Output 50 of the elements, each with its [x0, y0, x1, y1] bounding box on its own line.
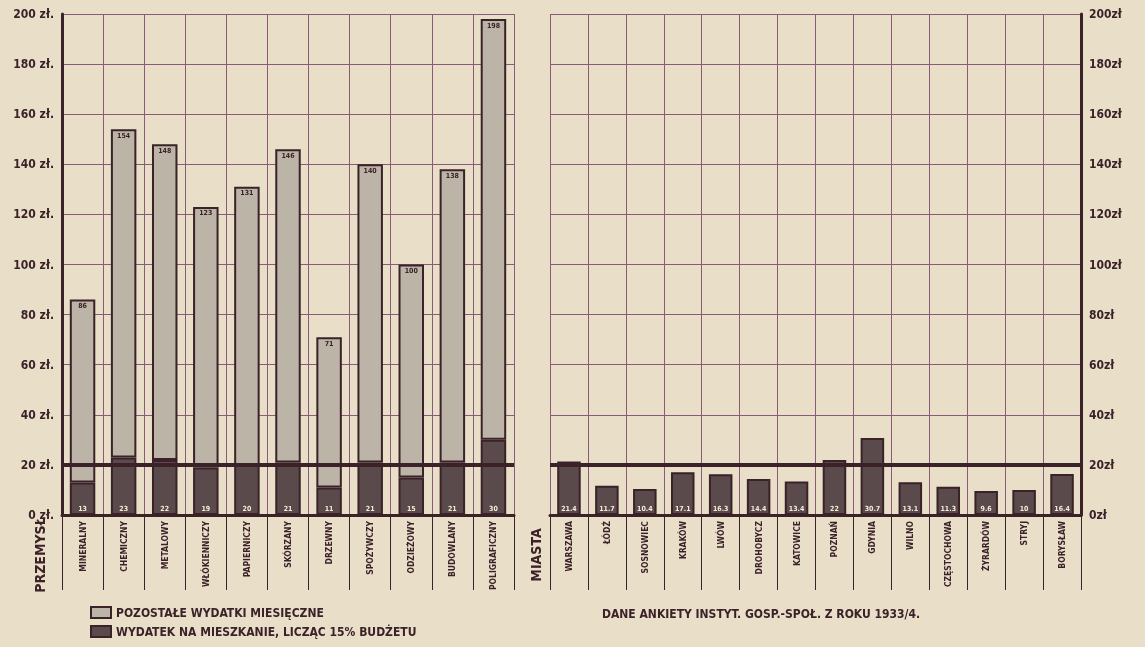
x-tick-label: LWÓW: [714, 520, 726, 549]
y2-tick-label: 20zł: [1089, 457, 1116, 472]
y2-tick-label: 100zł: [1089, 257, 1123, 272]
y-tick-label: 40 zł.: [20, 407, 54, 422]
x-tick-label: CHEMICZNY: [118, 520, 129, 572]
y2-tick-label: 40zł: [1089, 407, 1116, 422]
x-tick-label: SOSNOWIEC: [639, 520, 650, 574]
y2-tick-label: 160zł: [1089, 107, 1123, 122]
y-tick-label: 160 zł.: [13, 107, 54, 122]
x-tick-label: DRZEWNY: [324, 520, 335, 565]
y2-tick-label: 180zł: [1089, 57, 1123, 72]
x-tick-label: BORYSŁAW: [1057, 520, 1068, 569]
y2-tick-label: 0zł: [1089, 508, 1108, 522]
y2-tick-label: 140zł: [1089, 157, 1123, 172]
y2-tick-label: 200zł: [1089, 7, 1123, 21]
x-tick-label: ODZIEŻOWY: [406, 520, 417, 574]
x-tick-label: KATOWICE: [791, 521, 802, 567]
y-tick-label: 200 zł.: [13, 7, 54, 21]
x-tick-label: MINERALNY: [77, 520, 88, 572]
text: DANE ANKIETY INSTYT. GOSP.-SPOŁ. Z ROKU 1933/4.: [602, 607, 921, 621]
x-tick-label: WILNO: [905, 520, 916, 551]
x-tick-label: KRAKÓW: [676, 520, 688, 560]
y-tick-label: 140 zł.: [13, 157, 54, 172]
x-tick-label: SKÓRZANY: [282, 520, 293, 568]
x-tick-label: METALOWY: [159, 520, 170, 570]
x-tick-label: WŁÓKIENNICZY: [199, 520, 211, 587]
y-tick-label: 60 zł.: [20, 357, 54, 372]
x-tick-label: GDYNIA: [867, 520, 878, 554]
y2-tick-label: 120zł: [1089, 207, 1123, 222]
x-tick-label: SPOŻYWCZY: [365, 520, 376, 575]
y-tick-label: 120 zł.: [13, 207, 54, 222]
x-tick-label: BUDOWLANY: [447, 520, 458, 578]
legend-label: WYDATEK NA MIESZKANIE, LICZĄC 15% BUDŻETU: [116, 623, 417, 639]
x-tick-label: PAPIERNICZY: [241, 520, 252, 578]
y-tick-label: 100 zł.: [13, 257, 54, 272]
x-tick-label: DROHOBYCZ: [753, 520, 764, 575]
x-tick-label: POZNAŃ: [828, 521, 840, 558]
legend-label: POZOSTAŁE WYDATKI MIESIĘCZNE: [116, 605, 324, 620]
y2-tick-label: 80zł: [1089, 307, 1116, 322]
y-tick-label: 180 zł.: [13, 57, 54, 72]
x-tick-label: POLIGRAFICZNY: [488, 520, 499, 591]
y2-tick-label: 60zł: [1089, 357, 1116, 372]
y-tick-label: 20 zł.: [20, 457, 54, 472]
x-tick-label: CZĘSTOCHOWA: [943, 520, 954, 588]
x-tick-label: STRYJ: [1019, 520, 1030, 546]
x-tick-label: ŁÓDŹ: [600, 520, 612, 546]
y-tick-label: 80 zł.: [20, 307, 54, 322]
x-tick-label: ŻYRARDÓW: [980, 520, 992, 572]
text: MIASTA: [528, 528, 544, 582]
x-tick-label: WARSZAWA: [563, 520, 574, 572]
